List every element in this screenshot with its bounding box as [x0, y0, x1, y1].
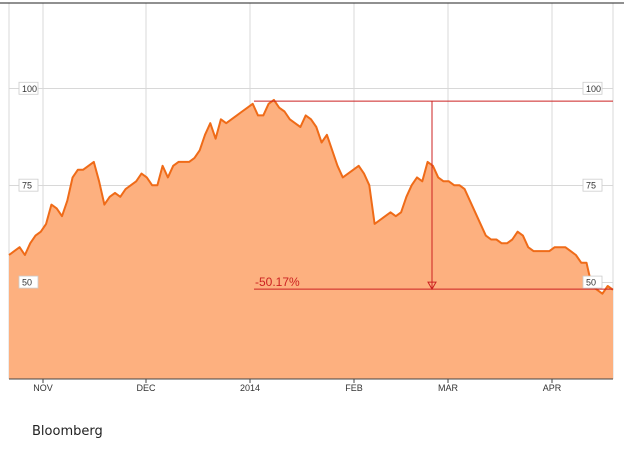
y-tick-text: 75: [586, 181, 596, 191]
x-tick-label: MAR: [438, 383, 459, 393]
drawdown-annotation: -50.17%: [254, 100, 613, 291]
y-tick-label: 75: [18, 178, 39, 192]
y-tick-text: 75: [22, 181, 32, 191]
y-tick-box: [18, 178, 39, 192]
y-tick-text: 50: [22, 278, 32, 288]
drawdown-label: -50.17%: [255, 275, 300, 289]
y-tick-box: [582, 178, 603, 192]
y-tick-label: 50: [18, 275, 39, 289]
y-tick-label: 100: [582, 81, 603, 95]
y-tick-text: 100: [586, 84, 601, 94]
area-layer: [8, 98, 614, 380]
y-tick-labels: 50 50 75 75 100 100: [18, 81, 603, 289]
x-tick-label: DEC: [136, 383, 156, 393]
series-area: [9, 99, 613, 380]
y-tick-label: 50: [582, 275, 603, 289]
series-line: [8, 98, 614, 295]
x-tick-labels: NOV DEC 2014 FEB MAR APR: [33, 379, 562, 393]
y-tick-text: 50: [586, 278, 596, 288]
y-tick-box: [18, 275, 39, 289]
source-label: Bloomberg: [32, 424, 103, 439]
x-tick-label: APR: [543, 383, 562, 393]
y-tick-label: 75: [582, 178, 603, 192]
drop-arrow-head: [427, 281, 437, 291]
y-tick-box: [582, 275, 603, 289]
y-tick-box: [18, 81, 39, 95]
y-tick-text: 100: [22, 84, 37, 94]
x-tick-label: NOV: [33, 383, 53, 393]
y-tick-label: 100: [18, 81, 39, 95]
x-tick-label: 2014: [240, 383, 260, 393]
x-tick-label: FEB: [345, 383, 363, 393]
y-tick-box: [582, 81, 603, 95]
